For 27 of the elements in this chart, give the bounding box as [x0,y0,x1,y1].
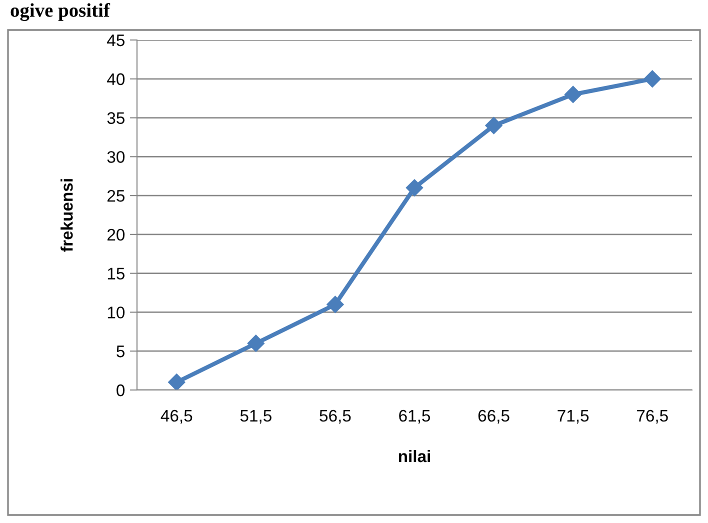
x-tick-label: 46,5 [160,410,192,424]
point [406,179,424,196]
point [564,86,582,103]
y-tick-label: 30 [107,151,125,163]
y-tick-label: 15 [108,268,124,280]
x-tick-label: 76,5 [636,410,668,424]
x-axis-title: nilai [398,450,430,462]
x-tick-label: 66,5 [478,410,510,424]
x-tick-label: 61,5 [399,410,430,424]
point [326,296,344,313]
y-tick-label: 10 [108,306,125,318]
y-axis-title: frekuensi [60,179,73,252]
y-tick-label: 45 [107,34,124,46]
x-tick-label: 51,5 [240,410,272,424]
y-tick-label: 25 [107,190,124,202]
y-tick-label: 5 [116,346,124,358]
x-tick-label: 71,5 [558,410,589,424]
y-tick-label: 35 [107,112,124,124]
x-tick-label: 56,5 [320,410,351,424]
point [485,117,502,134]
y-tick-label: 0 [116,384,125,396]
point [247,334,264,352]
chart-title: ogive positif [10,3,110,21]
point [644,70,661,88]
point [168,374,186,390]
y-tick-label: 40 [107,73,125,86]
y-tick-label: 20 [107,228,125,241]
